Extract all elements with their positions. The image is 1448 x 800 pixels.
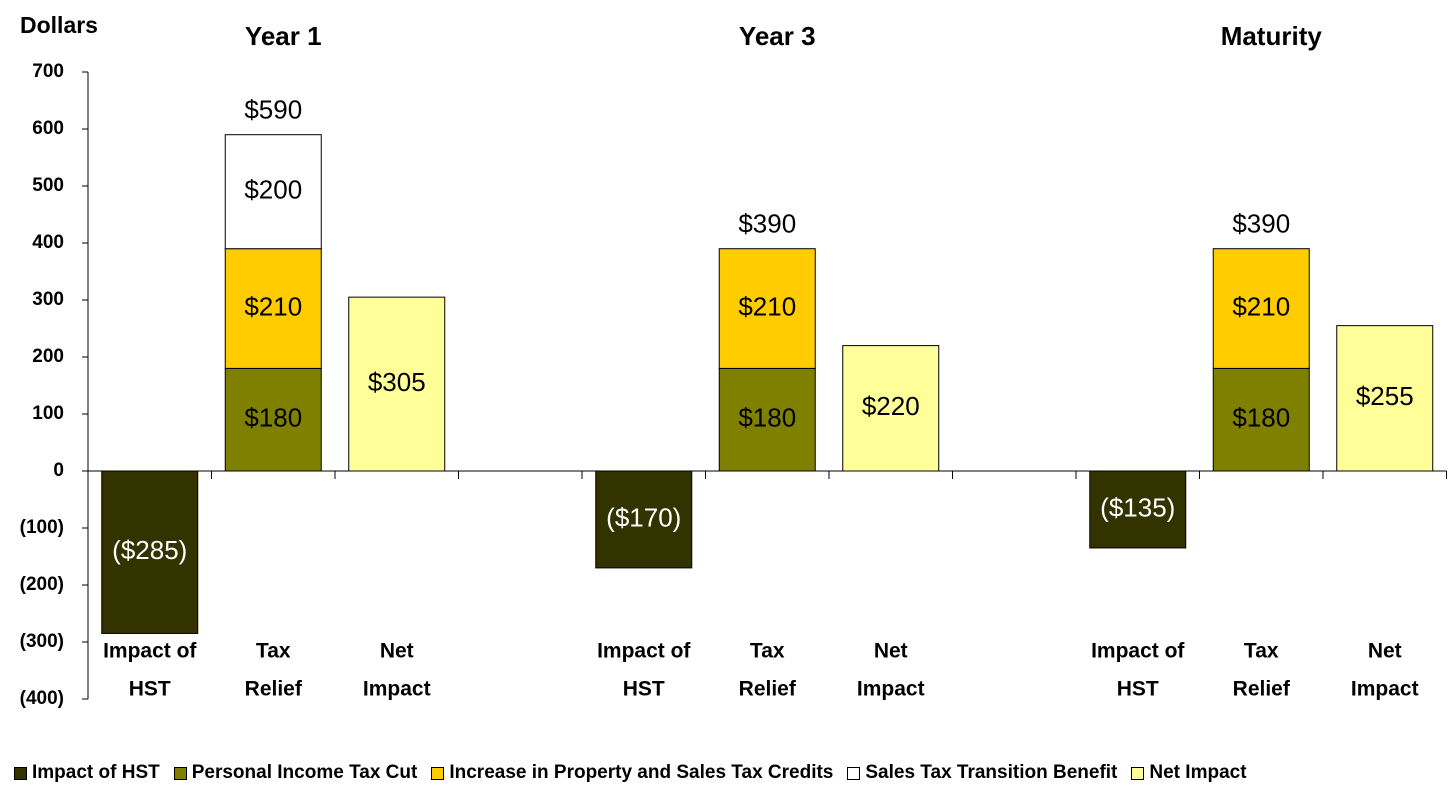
y-tick-label: (100) [20, 517, 64, 538]
y-tick-label: 300 [32, 289, 64, 310]
y-tick-label: 700 [32, 61, 64, 82]
x-tick-label: HST [623, 678, 665, 701]
bar-segment [1212, 248, 1310, 369]
bar-segment [101, 470, 199, 634]
value-label: $305 [368, 367, 426, 397]
bar-segment [348, 296, 446, 472]
y-tick-label: 200 [32, 346, 64, 367]
legend: Impact of HST Personal Income Tax Cut Incr… [0, 762, 1448, 784]
bar-segment [1336, 325, 1434, 472]
legend-label: Personal Income Tax Cut [191, 762, 418, 783]
x-tick-label: Relief [1233, 678, 1291, 701]
y-tick-label: 600 [32, 118, 64, 139]
x-tick-label: Impact [1351, 678, 1419, 701]
bar-segment [224, 248, 322, 369]
bar-segment [718, 248, 816, 369]
y-tick-label: (200) [20, 574, 64, 595]
legend-entry: Impact of HST [14, 762, 160, 784]
total-label: $390 [738, 209, 796, 239]
legend-label: Sales Tax Transition Benefit [865, 762, 1118, 783]
legend-swatch [14, 766, 27, 780]
bar-segment [595, 470, 693, 569]
y-axis-label: Dollars [20, 12, 98, 38]
value-label: $200 [244, 175, 302, 205]
x-tick-label: Impact of [1091, 640, 1185, 663]
y-tick-label: 0 [53, 460, 64, 481]
total-label: $390 [1232, 209, 1290, 239]
x-tick-label: Relief [245, 678, 303, 701]
x-tick-label: Impact of [103, 640, 197, 663]
bar-segment [718, 367, 816, 472]
value-label: ($285) [112, 535, 187, 565]
y-tick-label: 400 [32, 232, 64, 253]
value-label: $255 [1356, 381, 1414, 411]
x-tick-label: Tax [1244, 640, 1279, 663]
legend-label: Impact of HST [32, 762, 160, 783]
group-label: Year 3 [739, 21, 816, 51]
x-tick-label: Net [874, 640, 908, 663]
y-tick-label: (400) [20, 688, 64, 709]
legend-swatch [847, 766, 861, 780]
value-label: ($170) [606, 502, 681, 532]
legend-label: Increase in Property and Sales Tax Credi… [449, 762, 834, 783]
value-label: $180 [1232, 403, 1290, 433]
x-tick-label: Impact [363, 678, 431, 701]
y-tick-label: 500 [32, 175, 64, 196]
value-label: $180 [244, 403, 302, 433]
legend-swatch [1131, 766, 1145, 780]
legend-swatch [173, 766, 187, 780]
bar-segment [842, 345, 940, 472]
y-tick-label: (300) [20, 631, 64, 652]
legend-entry: Net Impact [1131, 762, 1247, 784]
chart: Dollars (400) (300) (200) (100) 0 100 200 300 40… [20, 12, 1447, 709]
total-label: $590 [244, 95, 302, 125]
x-tick-label: HST [1117, 678, 1159, 701]
value-label: $210 [1232, 291, 1290, 321]
x-tick-label: Net [1368, 640, 1402, 663]
legend-entry: Increase in Property and Sales Tax Credi… [431, 762, 833, 784]
bar-segment [224, 134, 322, 250]
x-tick-label: Net [380, 640, 414, 663]
x-tick-label: Tax [256, 640, 291, 663]
legend-entry: Sales Tax Transition Benefit [847, 762, 1117, 784]
value-label: $210 [738, 291, 796, 321]
legend-label: Net Impact [1149, 762, 1247, 783]
x-tick-label: HST [129, 678, 171, 701]
value-label: $180 [738, 403, 796, 433]
x-tick-label: Relief [739, 678, 797, 701]
x-tick-label: Tax [750, 640, 785, 663]
value-label: ($135) [1100, 492, 1175, 522]
x-tick-label: Impact [857, 678, 925, 701]
legend-entry: Personal Income Tax Cut [173, 762, 418, 784]
value-label: $220 [862, 391, 920, 421]
x-tick-label: Impact of [597, 640, 691, 663]
value-label: $210 [244, 291, 302, 321]
bar-segment [1089, 470, 1187, 549]
group-label: Year 1 [245, 21, 322, 51]
group-label: Maturity [1221, 21, 1323, 51]
y-tick-label: 100 [32, 403, 64, 424]
legend-swatch [431, 766, 445, 780]
